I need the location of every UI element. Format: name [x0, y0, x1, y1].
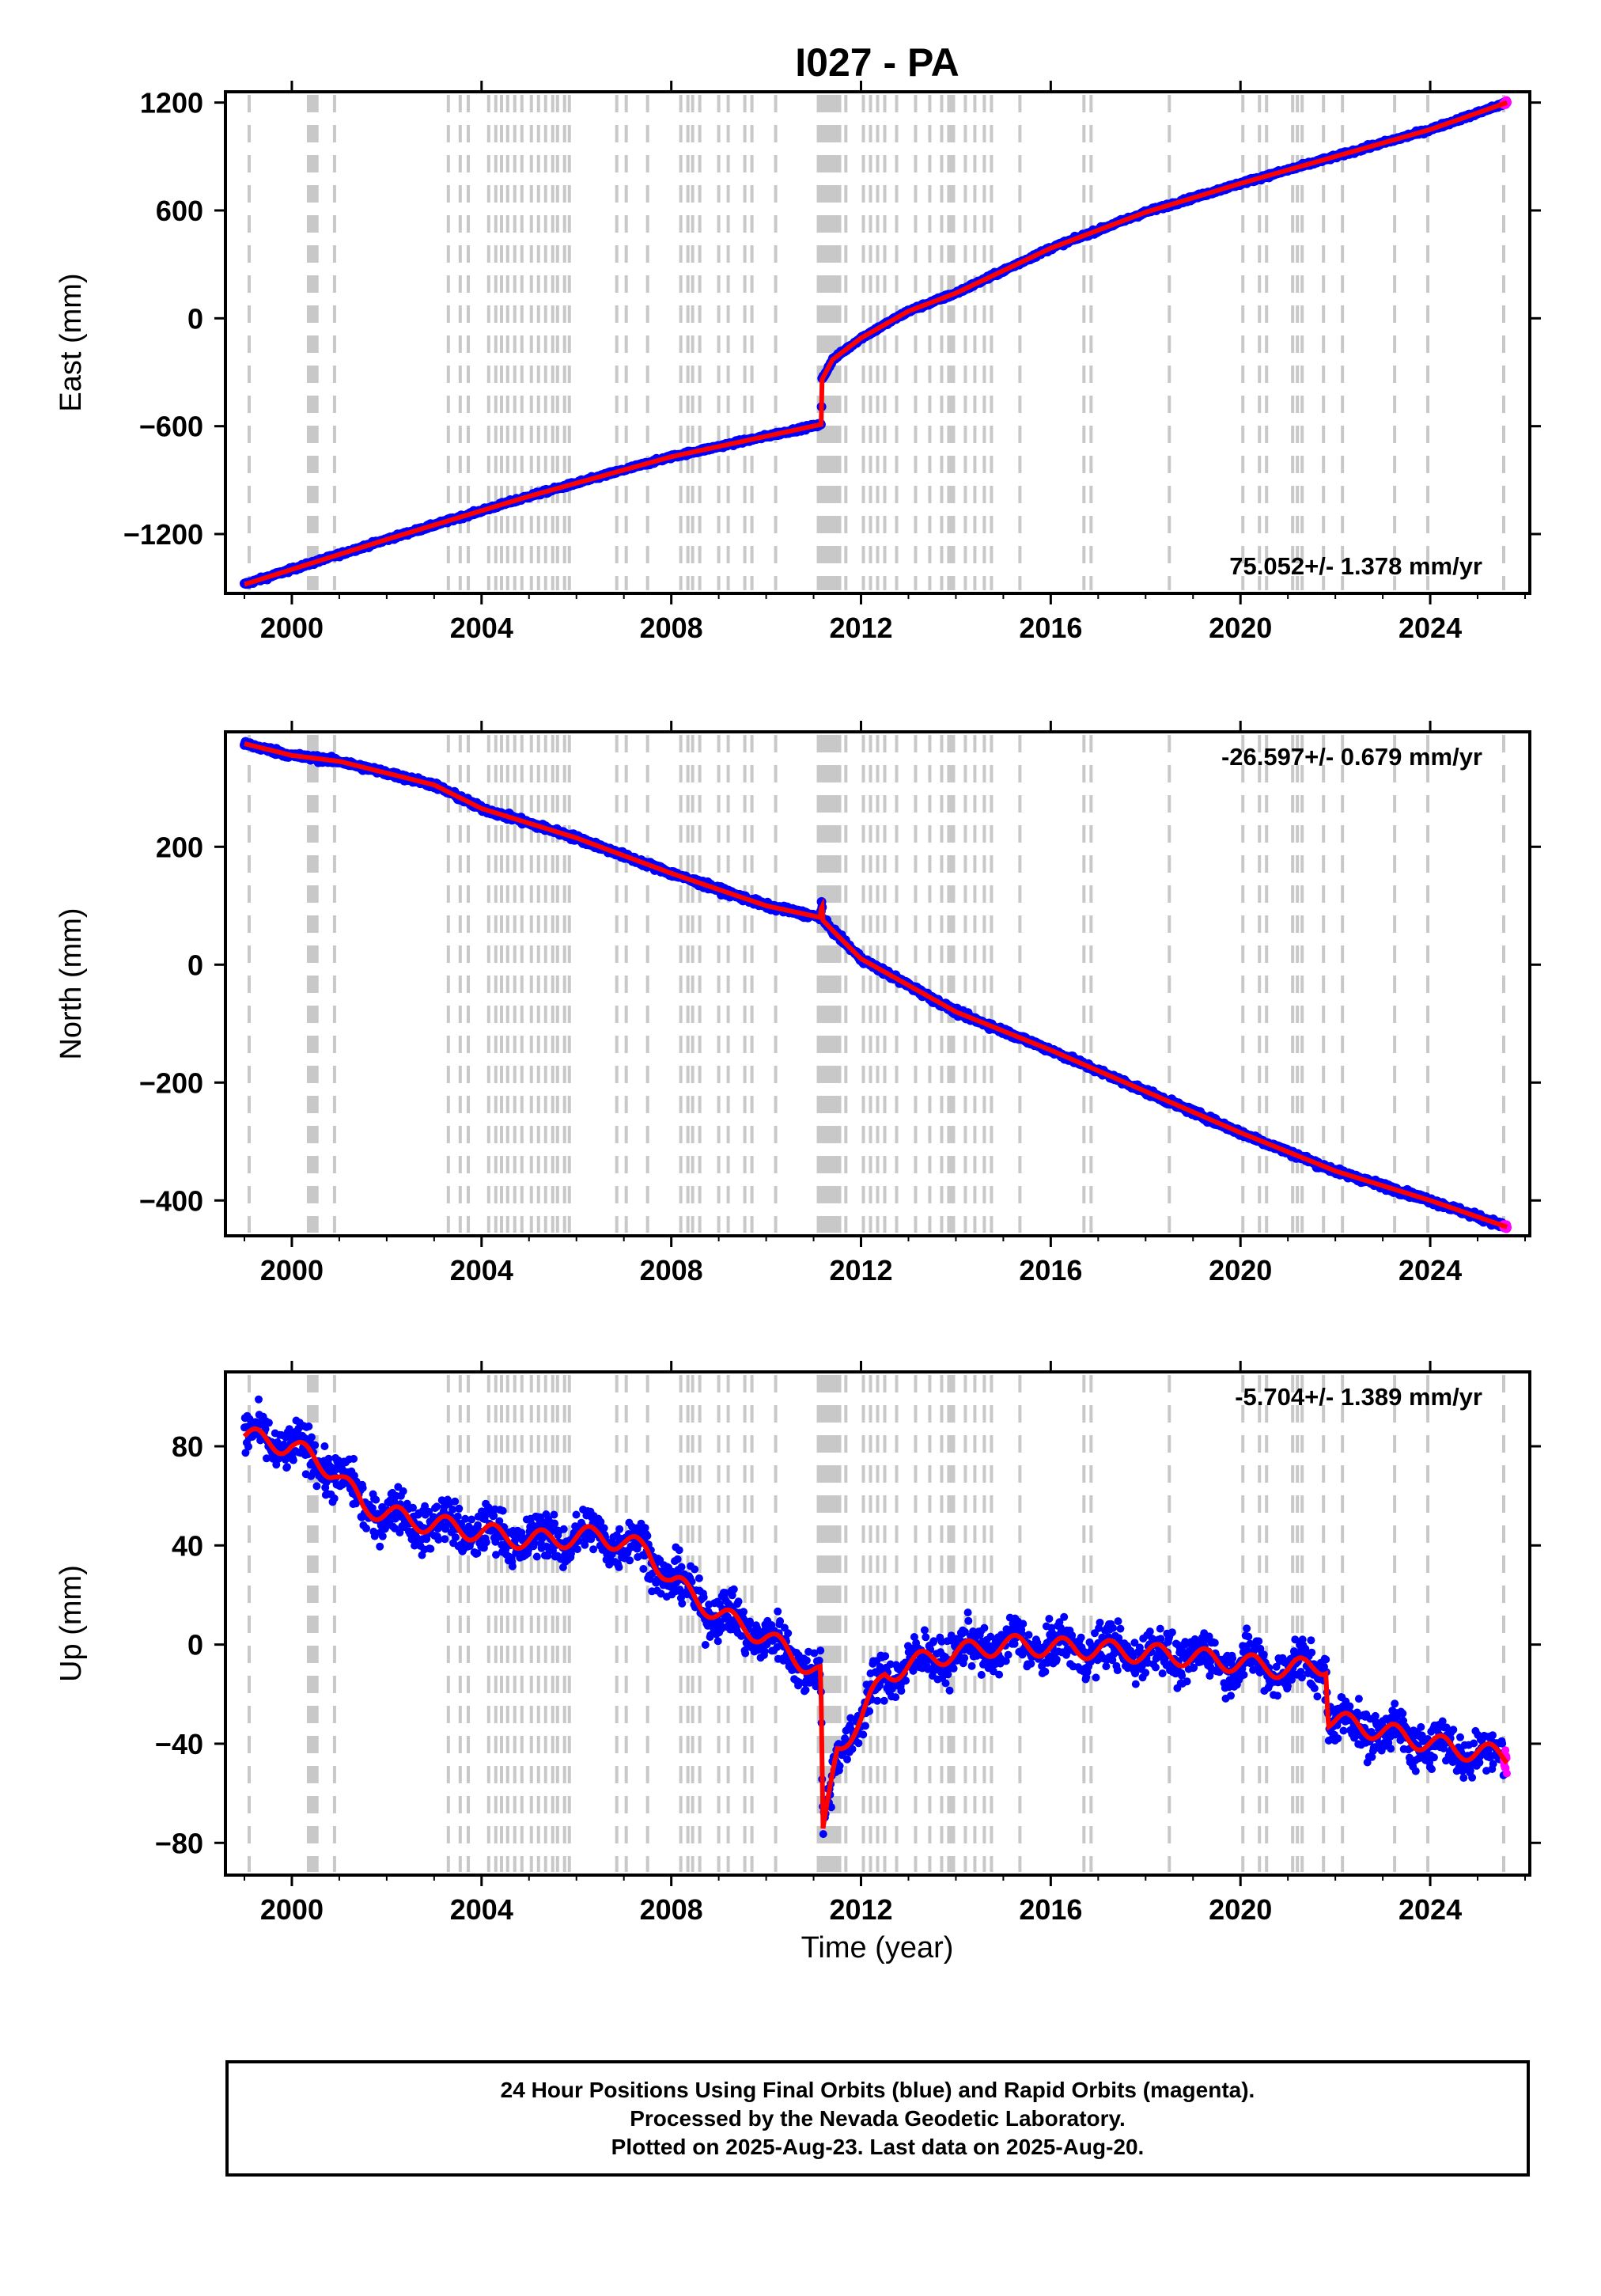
event-lines — [247, 735, 1506, 1233]
data-point — [307, 1433, 316, 1442]
y-tick-label: 0 — [187, 302, 203, 335]
y-tick-label: 600 — [156, 195, 203, 227]
x-tick-label: 2024 — [1399, 1254, 1462, 1286]
chart-title: I027 - PA — [795, 40, 959, 85]
x-tick-label: 2000 — [260, 612, 324, 644]
data-point — [330, 1494, 339, 1502]
y-axis-label: North (mm) — [55, 907, 88, 1059]
rate-label: -26.597+/- 0.679 mm/yr — [1221, 743, 1482, 771]
final-orbits-series — [240, 1395, 1508, 1839]
data-point — [241, 1449, 250, 1457]
data-point — [264, 1419, 273, 1427]
y-tick-label: 200 — [156, 831, 203, 863]
x-tick-label: 2004 — [450, 612, 513, 644]
final-orbits-series — [240, 97, 1508, 589]
north-panel: −400 −200 0 200 2000 2004 2008 2012 2016 2020 2024… — [55, 721, 1541, 1286]
trend-line — [244, 741, 1508, 1229]
event-lines — [247, 95, 1506, 590]
x-tick-label: 2008 — [640, 1254, 703, 1286]
x-tick-label: 2008 — [640, 612, 703, 644]
rate-label: 75.052+/- 1.378 mm/yr — [1229, 552, 1482, 580]
x-tick-label: 2000 — [260, 1254, 324, 1286]
x-tick-label: 2012 — [829, 612, 892, 644]
x-tick-label: 2020 — [1209, 1254, 1272, 1286]
data-points — [240, 96, 1512, 589]
data-point — [320, 1442, 329, 1450]
x-tick-label: 2004 — [450, 1254, 513, 1286]
data-point — [311, 1441, 320, 1449]
data-point — [305, 1422, 313, 1430]
final-orbits-series — [240, 737, 1508, 1232]
y-tick-label: −400 — [139, 1184, 203, 1217]
data-point — [255, 1395, 263, 1404]
data-point — [312, 1482, 321, 1491]
x-tick-label: 2024 — [1399, 612, 1462, 644]
event-lines — [247, 1375, 1506, 1872]
plot-frame — [224, 90, 1531, 595]
data-point — [244, 1442, 252, 1451]
y-axis-label: East (mm) — [55, 273, 88, 411]
trend-line — [244, 100, 1508, 587]
x-tick-label: 2016 — [1019, 612, 1082, 644]
x-tick-label: 2012 — [829, 1254, 892, 1286]
y-tick-label: −200 — [139, 1067, 203, 1099]
data-point — [281, 1455, 290, 1464]
east-panel: −1200 −600 0 600 1200 2000 2004 2008 2012 2016 202… — [55, 81, 1541, 644]
y-tick-label: 0 — [187, 949, 203, 981]
data-point — [283, 1463, 291, 1472]
data-points — [240, 1395, 1511, 1839]
data-point — [324, 1454, 333, 1463]
y-tick-label: −1200 — [123, 518, 203, 551]
x-tick-label: 2016 — [1019, 1254, 1082, 1286]
y-tick-label: −600 — [139, 411, 203, 443]
y-tick-label: 1200 — [140, 87, 203, 119]
plot-frame — [224, 730, 1531, 1237]
data-point — [263, 1454, 271, 1463]
x-tick-label: 2020 — [1209, 612, 1272, 644]
data-point — [289, 1456, 297, 1464]
data-points — [240, 737, 1512, 1233]
